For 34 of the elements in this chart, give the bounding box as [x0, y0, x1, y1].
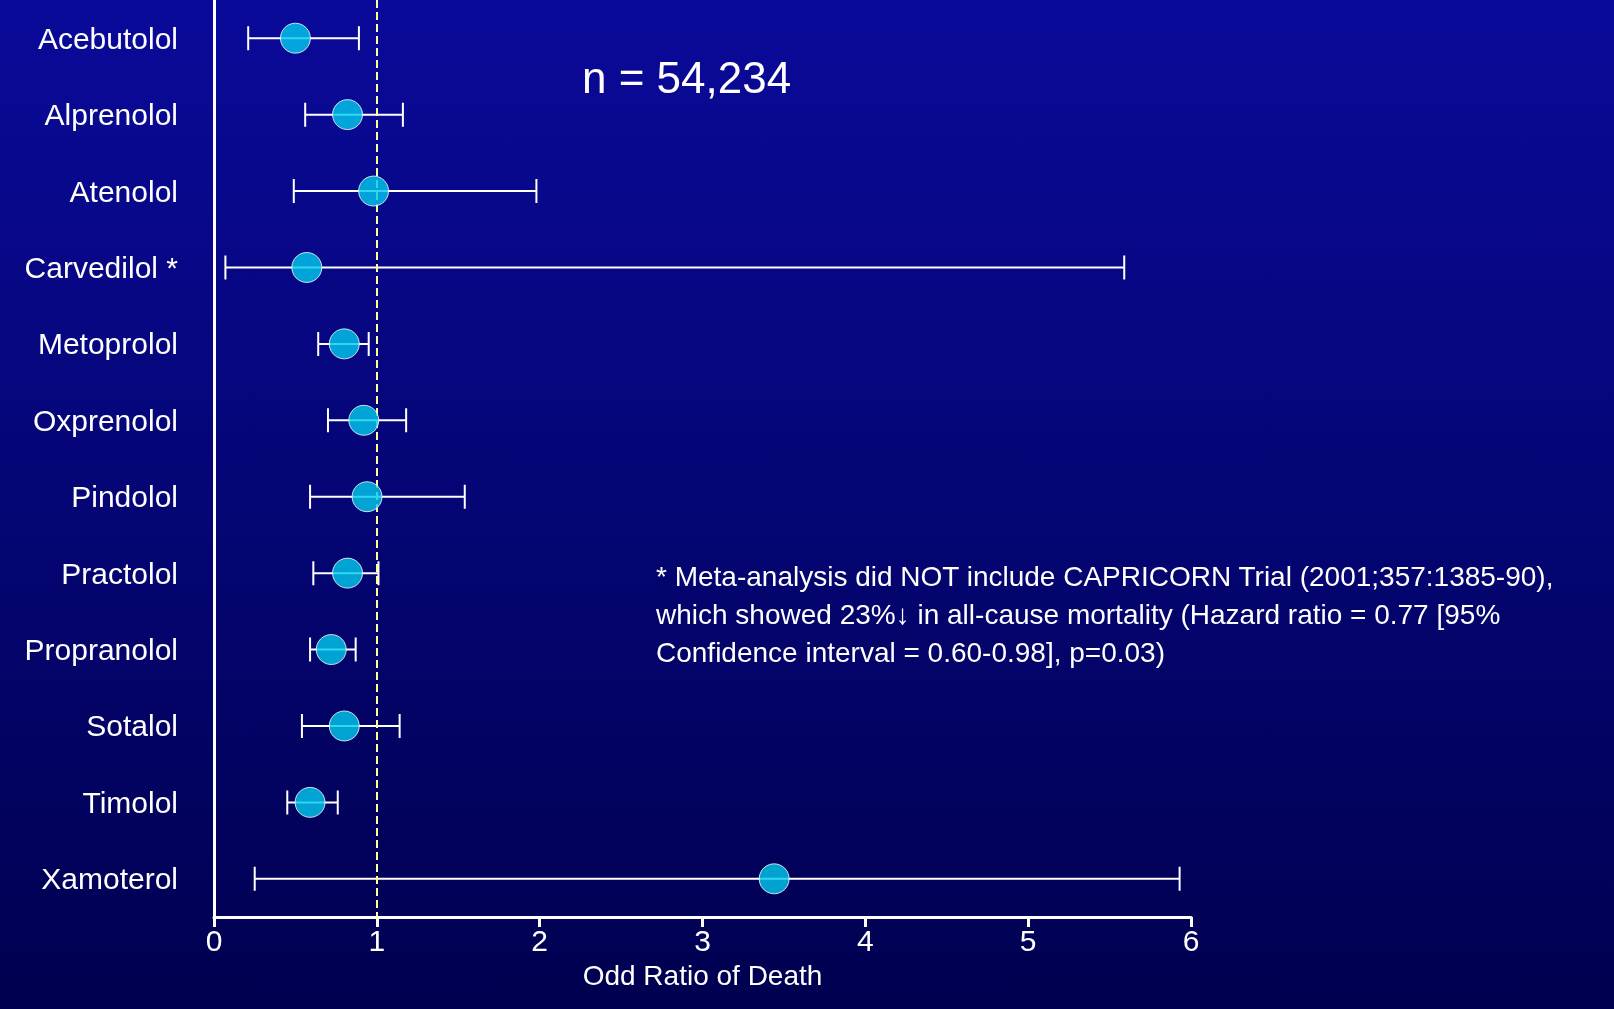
point — [332, 557, 364, 589]
point — [348, 404, 380, 436]
y-tick-label: Timolol — [82, 785, 178, 819]
point — [315, 634, 347, 666]
y-tick-label: Carvedilol * — [24, 250, 179, 284]
x-tick-label: 6 — [1182, 923, 1200, 957]
y-tick-label: Alprenolol — [44, 98, 178, 132]
y-tick-label: Sotalol — [86, 709, 178, 743]
y-tick-label: Acebutolol — [37, 21, 178, 55]
y-tick-label: Pindolol — [71, 480, 178, 514]
y-tick-label: Atenolol — [69, 174, 178, 208]
point — [294, 786, 326, 818]
x-tick-label: 4 — [856, 923, 874, 957]
annotation: n = 54,234 — [582, 53, 792, 103]
y-tick-label: Propranolol — [24, 633, 178, 667]
x-tick-label: 1 — [368, 923, 386, 957]
y-tick-label: Xamoterol — [41, 862, 178, 896]
point — [332, 99, 364, 131]
point — [291, 251, 323, 283]
x-tick-label: 3 — [694, 923, 711, 957]
x-tick-label: 0 — [205, 923, 223, 957]
x-tick-label: 2 — [531, 923, 549, 957]
point — [328, 710, 360, 742]
point — [328, 328, 360, 360]
x-axis-title: Odd Ratio of Death — [582, 959, 823, 991]
y-tick-label: Practolol — [61, 556, 178, 590]
annotation: * Meta-analysis did NOT include CAPRICORN Trial (2001;357:1385-90), which showed 23%↓ in all-cause mortality (Hazard ratio = 0.77 [95% Confidence interval = 0.60-0.98], p=0.03) — [655, 561, 1562, 668]
point — [279, 22, 311, 54]
point — [358, 175, 390, 207]
y-tick-label: Oxprenolol — [32, 403, 178, 437]
x-tick-label: 5 — [1019, 923, 1037, 957]
point — [758, 863, 790, 895]
point — [351, 481, 383, 513]
y-tick-label: Metoprolol — [37, 327, 178, 361]
